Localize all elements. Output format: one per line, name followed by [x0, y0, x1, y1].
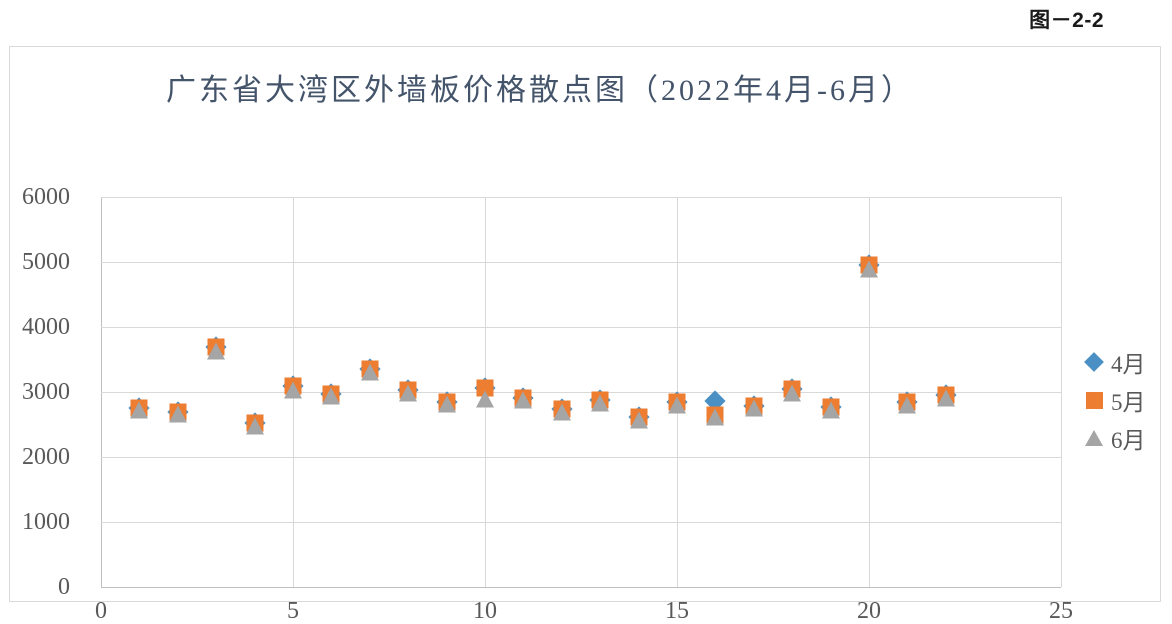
- data-point-triangle: [629, 411, 648, 429]
- data-point-square: [438, 393, 456, 411]
- data-point-diamond: [551, 398, 573, 420]
- data-point-square: [937, 386, 955, 404]
- data-point-diamond: [243, 412, 266, 434]
- data-point-diamond: [435, 391, 458, 413]
- data-point-square: [745, 397, 763, 415]
- data-point-triangle: [898, 396, 917, 414]
- data-point-square: [706, 406, 724, 424]
- data-point-triangle: [360, 363, 379, 381]
- legend-label: 5月: [1111, 390, 1146, 415]
- data-point-diamond: [320, 383, 342, 405]
- data-point-square: [783, 380, 801, 398]
- data-point-diamond: [589, 389, 611, 412]
- y-tick-label: 3000: [22, 379, 70, 405]
- gridline-horizontal: [101, 262, 1061, 263]
- data-point-square: [898, 393, 916, 411]
- data-point-square: [322, 385, 340, 403]
- data-point-diamond: [167, 400, 189, 423]
- data-point-triangle: [130, 401, 149, 419]
- data-point-triangle: [437, 395, 456, 413]
- data-point-square: [130, 399, 148, 417]
- data-point-diamond: [743, 395, 765, 417]
- data-point-diamond: [896, 391, 918, 413]
- diamond-icon: [1083, 352, 1105, 372]
- data-point-triangle: [591, 394, 610, 412]
- x-tick-label: 5: [287, 598, 299, 624]
- x-tick-label: 20: [857, 598, 881, 624]
- y-tick-label: 0: [58, 574, 70, 600]
- y-tick-label: 5000: [22, 249, 70, 275]
- data-point-triangle: [514, 391, 533, 409]
- legend-item-4月[interactable]: 4月: [1083, 343, 1163, 381]
- data-point-diamond: [819, 396, 842, 418]
- square-icon: [1083, 391, 1105, 409]
- data-point-square: [246, 414, 264, 432]
- gridline-vertical: [485, 197, 486, 587]
- gridline-horizontal: [101, 457, 1061, 458]
- legend-item-6月[interactable]: 6月: [1083, 419, 1163, 457]
- x-tick-label: 25: [1049, 598, 1073, 624]
- data-point-triangle: [706, 408, 725, 426]
- legend-label: 4月: [1111, 352, 1146, 377]
- y-tick-label: 4000: [22, 314, 70, 340]
- data-point-square: [822, 398, 840, 416]
- x-tick-label: 0: [95, 598, 107, 624]
- gridline-horizontal: [101, 197, 1061, 198]
- x-axis-line: [101, 587, 1061, 588]
- gridline-horizontal: [101, 522, 1061, 523]
- chart-legend: 4月 5月 6月: [1083, 343, 1163, 457]
- data-point-square: [591, 391, 609, 409]
- legend-label: 6月: [1111, 428, 1146, 453]
- data-point-diamond: [512, 387, 534, 409]
- data-point-diamond: [205, 336, 227, 358]
- data-point-diamond: [128, 396, 150, 419]
- gridline-horizontal: [101, 392, 1061, 393]
- y-tick-label: 2000: [22, 444, 70, 470]
- y-tick-label: 1000: [22, 509, 70, 535]
- figure-caption: 图－2-2: [1029, 9, 1104, 32]
- data-point-triangle: [821, 401, 840, 419]
- plot-area: [101, 197, 1062, 588]
- data-point-triangle: [207, 342, 226, 360]
- gridline-vertical: [677, 197, 678, 587]
- data-point-diamond: [704, 390, 726, 412]
- data-point-square: [169, 403, 187, 420]
- data-point-diamond: [397, 379, 419, 401]
- gridline-vertical: [869, 197, 870, 587]
- triangle-icon: [1083, 430, 1105, 446]
- data-point-triangle: [552, 403, 571, 420]
- data-point-triangle: [744, 399, 763, 417]
- chart-title: 广东省大湾区外墙板价格散点图（2022年4月-6月）: [166, 74, 914, 107]
- data-point-square: [630, 408, 648, 426]
- data-point-square: [361, 360, 379, 378]
- y-tick-label: 6000: [22, 184, 70, 210]
- data-point-diamond: [935, 384, 957, 406]
- data-point-square: [399, 381, 417, 399]
- data-point-triangle: [245, 417, 264, 435]
- data-point-triangle: [168, 405, 187, 423]
- x-tick-label: 15: [665, 598, 689, 624]
- x-tick-label: 10: [473, 598, 497, 624]
- data-point-diamond: [781, 378, 803, 400]
- data-point-diamond: [627, 406, 650, 428]
- gridline-horizontal: [101, 327, 1061, 328]
- legend-item-5月[interactable]: 5月: [1083, 381, 1163, 419]
- gridline-vertical: [1061, 197, 1062, 587]
- gridline-vertical: [293, 197, 294, 587]
- data-point-diamond: [359, 358, 381, 380]
- data-point-square: [553, 400, 571, 418]
- data-point-triangle: [322, 387, 341, 405]
- chart-frame: 广东省大湾区外墙板价格散点图（2022年4月-6月） 0 1000 2000 3000…: [9, 46, 1163, 623]
- data-point-square: [207, 338, 225, 356]
